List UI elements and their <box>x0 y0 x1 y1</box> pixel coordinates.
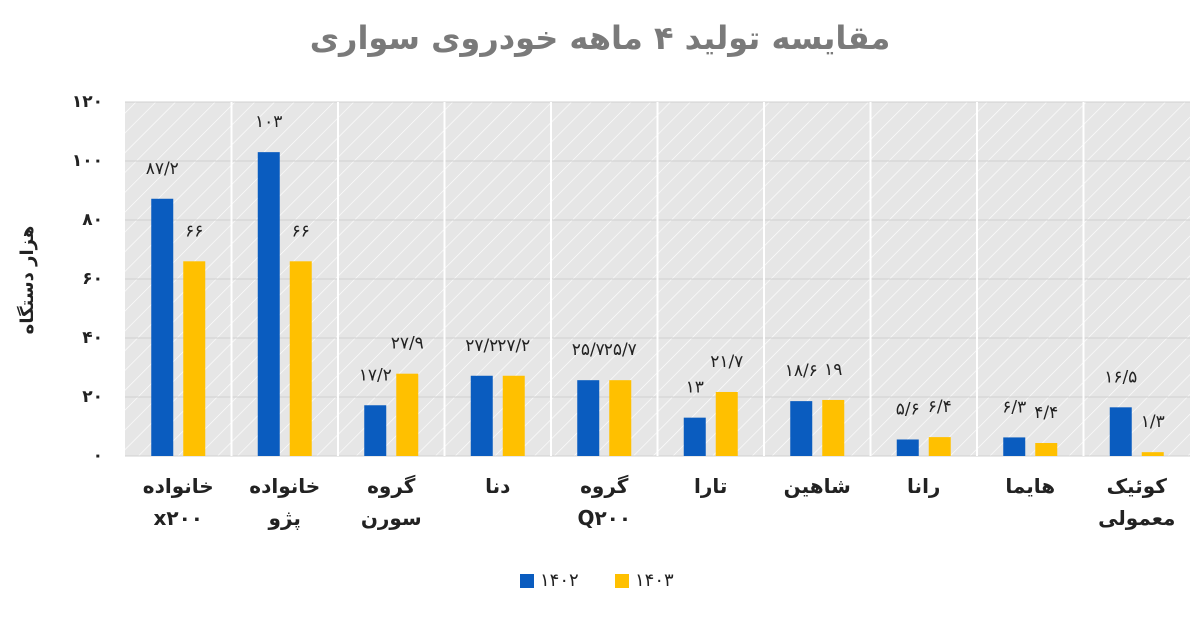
x-tick-label: گروه سورن <box>360 474 422 530</box>
value-label: ۲۵/۷ <box>604 340 637 360</box>
y-tick-label: ۱۰۰ <box>72 151 103 171</box>
bar <box>822 399 845 456</box>
y-tick-label: ۱۲۰ <box>72 92 103 112</box>
legend-swatch <box>520 574 534 588</box>
value-label: ۱۰۳ <box>255 112 282 132</box>
bar <box>151 198 174 456</box>
value-label: ۲۷/۲ <box>497 336 530 356</box>
value-label: ۶۶ <box>185 221 203 241</box>
bar <box>183 261 206 456</box>
y-tick-label: ۶۰ <box>82 269 103 289</box>
bar <box>683 417 706 456</box>
bar <box>790 401 813 456</box>
y-axis-label: هزار دستگاه <box>16 226 38 335</box>
y-tick-label: ۴۰ <box>82 328 103 348</box>
bar <box>502 375 525 456</box>
legend-label: ۱۴۰۳ <box>635 570 674 591</box>
value-label: ۵/۶ <box>896 399 920 419</box>
value-label: ۱۶/۵ <box>1104 367 1137 387</box>
value-label: ۴/۴ <box>1034 403 1058 423</box>
value-label: ۱۳ <box>686 378 704 398</box>
x-tick-label: خانواده x۲۰۰ <box>142 474 214 530</box>
bar <box>396 373 419 456</box>
x-tick-label: شاهین <box>783 474 851 498</box>
value-label: ۶/۴ <box>928 397 952 417</box>
x-tick-label: کوئیک معمولی <box>1098 474 1176 530</box>
x-tick-label: تارا <box>694 474 728 498</box>
bar <box>1109 407 1132 456</box>
x-tick-label: گروه Q۲۰۰ <box>577 474 632 530</box>
legend-swatch <box>615 574 629 588</box>
x-tick-label: رانا <box>907 474 941 498</box>
bar <box>470 375 493 456</box>
value-label: ۱۸/۶ <box>785 361 818 381</box>
bar <box>715 391 738 456</box>
bar <box>1141 452 1164 456</box>
x-tick-label: هایما <box>1005 474 1056 498</box>
chart-title: مقایسه تولید ۴ ماهه خودروی سواری <box>310 19 891 57</box>
y-tick-label: ۲۰ <box>82 387 103 407</box>
x-tick-label: دنا <box>485 474 511 498</box>
bar <box>364 405 387 456</box>
bar <box>896 439 919 456</box>
value-label: ۲۷/۹ <box>391 334 424 354</box>
value-label: ۱/۳ <box>1141 412 1165 432</box>
bar <box>257 152 280 456</box>
value-label: ۲۷/۲ <box>465 336 498 356</box>
y-tick-label: ۸۰ <box>82 210 103 230</box>
bar <box>1035 443 1058 456</box>
value-label: ۱۷/۲ <box>359 365 392 385</box>
legend-label: ۱۴۰۲ <box>540 570 579 591</box>
value-label: ۶/۳ <box>1002 397 1026 417</box>
bar <box>1003 437 1026 456</box>
value-label: ۶۶ <box>292 221 310 241</box>
y-tick-label: ۰ <box>93 446 103 466</box>
value-label: ۸۷/۲ <box>146 159 179 179</box>
bar <box>289 261 312 456</box>
bar <box>577 380 600 456</box>
value-label: ۲۵/۷ <box>572 340 605 360</box>
bar <box>609 380 632 456</box>
value-label: ۲۱/۷ <box>710 352 743 372</box>
bar <box>928 437 951 456</box>
value-label: ۱۹ <box>824 360 842 380</box>
x-tick-label: خانواده پژو <box>249 474 321 530</box>
